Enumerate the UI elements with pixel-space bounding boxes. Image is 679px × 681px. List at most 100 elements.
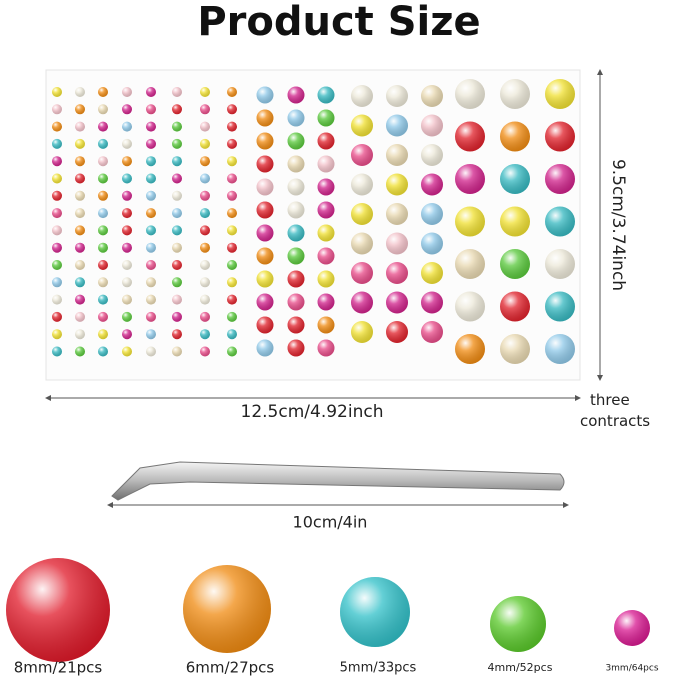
- pearl-shine: [227, 156, 237, 167]
- pearl-shine: [351, 321, 373, 343]
- pearl-shine: [545, 79, 575, 109]
- pearl-shine: [146, 173, 156, 184]
- pearl-shine: [98, 138, 108, 149]
- pearl-shine: [146, 346, 156, 357]
- pearl-shine: [98, 121, 108, 132]
- pearl-shine: [545, 121, 575, 152]
- pearl-shine: [98, 242, 108, 253]
- pearl-shine: [386, 85, 408, 107]
- pearl-shine: [98, 87, 108, 97]
- pearl-shine: [256, 316, 274, 334]
- pearl-shine: [421, 262, 443, 284]
- pearl-shine: [287, 339, 305, 357]
- pearl-shine: [317, 178, 335, 196]
- pearl-shine: [200, 138, 210, 149]
- pearl-shine: [227, 208, 237, 219]
- pearl-shine: [256, 293, 274, 311]
- pearl-shine: [287, 201, 305, 219]
- pearl-shine: [75, 87, 85, 97]
- pearl-shine: [75, 225, 85, 236]
- pearl-shine: [122, 260, 132, 270]
- pearl-shine: [98, 156, 108, 167]
- pearl-shine: [421, 114, 443, 137]
- pearl-shine: [98, 311, 108, 322]
- pearl-shine: [52, 121, 62, 132]
- pearl-shine: [200, 156, 210, 167]
- pearl-shine: [421, 173, 443, 196]
- sample-pearl-shine: [6, 558, 110, 662]
- pearl-shine: [287, 132, 305, 150]
- pearl-shine: [146, 104, 156, 115]
- pearl-shine: [98, 104, 108, 115]
- pearl-shine: [122, 121, 132, 132]
- pearl-shine: [75, 190, 85, 201]
- pearl-shine: [172, 311, 182, 322]
- pearl-shine: [256, 201, 274, 219]
- pearl-shine: [75, 104, 85, 115]
- pearl-shine: [122, 156, 132, 167]
- pearl-shine: [287, 247, 305, 265]
- pearl-shine: [227, 294, 237, 305]
- pearl-shine: [500, 164, 530, 194]
- pearl-shine: [172, 260, 182, 270]
- pearl-shine: [227, 346, 237, 357]
- pearl-shine: [287, 224, 305, 242]
- pearl-shine: [256, 247, 274, 265]
- pearl-shine: [75, 173, 85, 184]
- pearl-shine: [146, 329, 156, 340]
- pearl-shine: [317, 132, 335, 150]
- pearl-shine: [227, 173, 237, 184]
- pearl-shine: [52, 173, 62, 184]
- size-label: 6mm/27pcs: [186, 659, 275, 677]
- pearl-shine: [122, 242, 132, 253]
- pearl-shine: [98, 173, 108, 184]
- pearl-shine: [256, 155, 274, 173]
- pearl-shine: [351, 114, 373, 137]
- pearl-shine: [421, 203, 443, 225]
- pearl-shine: [256, 178, 274, 196]
- pearl-shine: [200, 173, 210, 184]
- size-samples: 8mm/21pcs 6mm/27pcs 5mm/33pcs 4mm/52pcs 3mm/…: [6, 558, 659, 677]
- pearl-shine: [75, 329, 85, 340]
- pearl-shine: [52, 260, 62, 270]
- pearl-shine: [351, 232, 373, 255]
- pearl-shine: [75, 121, 85, 132]
- pearl-shine: [227, 87, 237, 97]
- pearl-shine: [122, 173, 132, 184]
- pearl-shine: [122, 346, 132, 357]
- pearl-shine: [317, 86, 335, 104]
- pearl-shine: [146, 156, 156, 167]
- pearl-shine: [172, 346, 182, 357]
- size-label: 4mm/52pcs: [488, 661, 553, 674]
- pearl-shine: [386, 144, 408, 166]
- note: three contracts: [580, 391, 650, 430]
- pearl-shine: [287, 86, 305, 104]
- pearl-shine: [200, 208, 210, 219]
- pearl-shine: [122, 294, 132, 305]
- pearl-shine: [200, 260, 210, 270]
- pearl-shine: [146, 277, 156, 288]
- pearl-shine: [172, 138, 182, 149]
- pearl-shine: [75, 294, 85, 305]
- pearl-shine: [227, 260, 237, 270]
- pearl-shine: [317, 155, 335, 173]
- pearl-shine: [52, 87, 62, 97]
- pearl-shine: [98, 346, 108, 357]
- pearl-shine: [146, 242, 156, 253]
- pearl-shine: [172, 225, 182, 236]
- pearl-shine: [455, 164, 485, 194]
- pearl-shine: [52, 104, 62, 115]
- pearl-shine: [172, 121, 182, 132]
- pearl-shine: [146, 225, 156, 236]
- pearl-shine: [200, 277, 210, 288]
- pearl-shine: [98, 294, 108, 305]
- pearl-shine: [386, 291, 408, 314]
- pearl-shine: [122, 190, 132, 201]
- pearl-shine: [421, 291, 443, 314]
- pearl-shine: [200, 294, 210, 305]
- size-label: 8mm/21pcs: [14, 659, 103, 677]
- pearl-shine: [172, 104, 182, 115]
- pearl-shine: [146, 260, 156, 270]
- tweezers: [111, 461, 565, 501]
